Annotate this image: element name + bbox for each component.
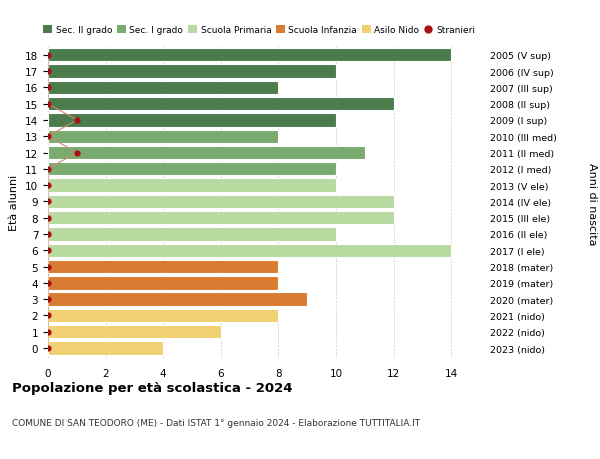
Bar — [48, 212, 394, 225]
Legend: Sec. II grado, Sec. I grado, Scuola Primaria, Scuola Infanzia, Asilo Nido, Stran: Sec. II grado, Sec. I grado, Scuola Prim… — [43, 26, 475, 35]
Bar — [48, 309, 278, 322]
Bar — [48, 260, 278, 274]
Bar — [48, 277, 278, 290]
Text: COMUNE DI SAN TEODORO (ME) - Dati ISTAT 1° gennaio 2024 - Elaborazione TUTTITALI: COMUNE DI SAN TEODORO (ME) - Dati ISTAT … — [12, 418, 420, 427]
Text: Popolazione per età scolastica - 2024: Popolazione per età scolastica - 2024 — [12, 381, 293, 394]
Bar — [48, 98, 394, 111]
Bar — [48, 293, 307, 306]
Bar — [48, 82, 278, 95]
Text: Anni di nascita: Anni di nascita — [587, 163, 597, 246]
Bar — [48, 179, 336, 192]
Bar — [48, 325, 221, 339]
Bar — [48, 146, 365, 160]
Bar — [48, 163, 336, 176]
Bar — [48, 49, 451, 62]
Bar — [48, 244, 451, 257]
Y-axis label: Età alunni: Età alunni — [10, 174, 19, 230]
Bar — [48, 228, 336, 241]
Bar — [48, 341, 163, 355]
Bar — [48, 114, 336, 127]
Bar — [48, 130, 278, 144]
Bar — [48, 195, 394, 209]
Bar — [48, 65, 336, 78]
